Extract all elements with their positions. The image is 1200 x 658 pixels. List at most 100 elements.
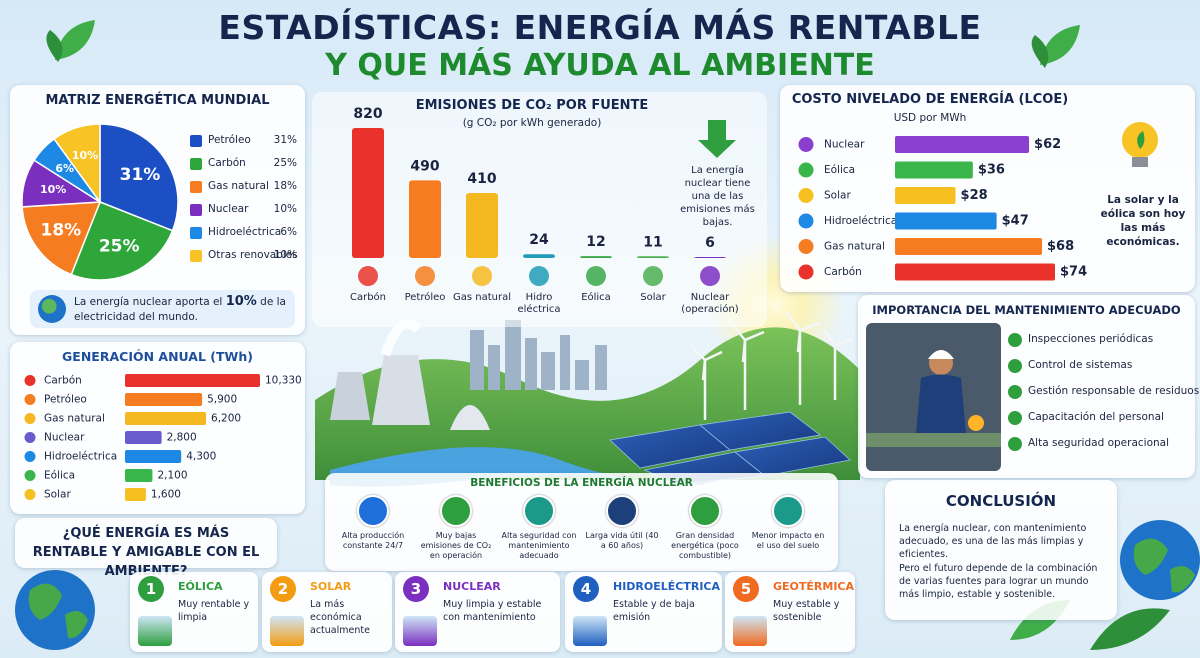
pie-slice <box>99 123 179 232</box>
legend-value: 10% <box>273 203 297 215</box>
emissions-subtitle: (g CO₂ por kWh generado) <box>462 117 602 129</box>
category-label: Hidro eléctrica <box>517 292 561 315</box>
benefit-icon <box>772 495 804 527</box>
category-icon <box>24 451 36 462</box>
category-label: Solar <box>824 190 851 202</box>
benefits-title: BENEFICIOS DE LA ENERGÍA NUCLEAR <box>470 477 693 489</box>
benefit-text: Menor impacto en el uso del suelo <box>751 531 825 550</box>
category-icon <box>24 413 36 424</box>
category-icon <box>24 394 36 405</box>
check-icon <box>1008 385 1022 399</box>
legend-value: 18% <box>273 180 297 192</box>
slice-label: 10% <box>40 183 66 196</box>
check-icon <box>1008 359 1022 373</box>
value-label: 4,300 <box>186 451 216 463</box>
nuclear-note: La energía nuclear aporta el 10% de la e… <box>30 290 295 328</box>
benefit-text: Gran densidad energética (poco combustib… <box>671 531 739 560</box>
benefit-text: Alta seguridad con mantenimiento adecuad… <box>501 531 577 560</box>
legend-value: 6% <box>280 226 297 238</box>
value-label: 6,200 <box>211 413 241 425</box>
rank-illustration <box>138 616 172 646</box>
category-label: Gas natural <box>824 241 885 253</box>
category-icon <box>472 266 492 286</box>
category-label: Nuclear (operación) <box>681 292 739 315</box>
slice-label: 18% <box>41 220 82 240</box>
category-icon <box>24 432 36 443</box>
category-icon <box>415 266 435 286</box>
category-label: Eólica <box>581 292 611 303</box>
category-label: Nuclear <box>44 432 85 444</box>
value-label: 1,600 <box>151 489 181 501</box>
bar <box>409 180 441 258</box>
category-label: Carbón <box>44 375 82 387</box>
legend-label: Petróleo <box>208 134 251 146</box>
rank-description: Muy estable y sostenible <box>773 599 840 623</box>
conclusion-paragraph: Pero el futuro depende de la combinación… <box>899 563 1098 600</box>
value-label: $62 <box>1034 137 1061 152</box>
benefit-text: Larga vida útil (40 a 60 años) <box>585 531 659 550</box>
category-label: Nuclear <box>824 139 865 151</box>
category-label: Gas natural <box>452 292 511 303</box>
bar <box>125 488 146 501</box>
rank-description: Muy rentable y limpia <box>178 599 250 623</box>
rank-illustration <box>403 616 437 646</box>
lcoe-annotation: La solar y la eólica son hoy las más eco… <box>1100 194 1186 248</box>
rank-name: HIDROELÉCTRICA <box>613 580 721 593</box>
emissions-chart: 820 490 410 24 12 11 6 <box>352 106 736 286</box>
rank-description: La más económica actualmente <box>310 599 370 636</box>
pie-title: MATRIZ ENERGÉTICA MUNDIAL <box>45 93 270 108</box>
legend-label: Otras renovables <box>208 249 298 261</box>
ranking-card: 3 NUCLEAR Muy limpia y estable con manteni… <box>395 572 560 652</box>
pie-panel: MATRIZ ENERGÉTICA MUNDIAL 31% 25% 18% 10% 6% 1… <box>10 85 305 335</box>
rank-name: SOLAR <box>310 580 352 593</box>
maintenance-panel: IMPORTANCIA DEL MANTENIMIENTO ADECUADO In… <box>858 295 1199 478</box>
category-icon <box>798 137 814 152</box>
value-label: $36 <box>978 163 1005 178</box>
legend-swatch <box>190 250 202 262</box>
bar <box>125 393 203 406</box>
category-icon <box>798 213 814 229</box>
benefit-icon <box>357 495 389 527</box>
rank-number: 5 <box>733 576 759 602</box>
pipe <box>866 433 1001 447</box>
value-label: 820 <box>353 106 382 122</box>
bar <box>466 193 498 258</box>
pie-chart: 31%25%18%10%6%10% <box>21 123 179 281</box>
bar <box>637 256 669 258</box>
value-label: 24 <box>529 232 549 248</box>
category-icon <box>798 162 814 178</box>
value-label: 410 <box>467 171 496 187</box>
note-highlight: 10% <box>225 294 257 309</box>
value-label: 490 <box>410 158 439 174</box>
category-label: Carbón <box>349 292 387 303</box>
emissions-annotation: La energía nuclear tiene una de las emis… <box>680 165 755 228</box>
legend-label: Nuclear <box>208 203 249 215</box>
value-label: $47 <box>1002 214 1029 229</box>
lcoe-panel: COSTO NIVELADO DE ENERGÍA (LCOE) USD por … <box>780 85 1195 292</box>
rank-name: GEOTÉRMICA <box>773 580 855 593</box>
emissions-panel: EMISIONES DE CO₂ POR FUENTE (g CO₂ por kW… <box>312 92 767 327</box>
bar <box>125 450 182 463</box>
slice-label: 10% <box>72 149 98 162</box>
bar <box>125 412 207 425</box>
value-label: $28 <box>961 188 988 203</box>
hbar-chart: Nuclear $62 Eólica $36 Solar $28 Hidroeléctric… <box>798 136 1087 281</box>
benefits-panel: BENEFICIOS DE LA ENERGÍA NUCLEAR Alta pro… <box>325 473 838 571</box>
bar <box>895 263 1055 281</box>
globe-icon <box>38 295 66 323</box>
bar <box>895 187 956 204</box>
emissions-title: EMISIONES DE CO₂ POR FUENTE <box>415 98 649 113</box>
value-label: $68 <box>1047 239 1074 254</box>
bar <box>895 161 973 179</box>
category-label: Gas natural <box>44 413 105 425</box>
category-icon <box>700 266 720 286</box>
legend-label: Gas natural <box>208 180 269 192</box>
category-icon <box>798 264 814 280</box>
note-after: de la electricidad del mundo. <box>74 296 286 323</box>
category-label: Carbón <box>824 266 862 278</box>
value-label: 12 <box>586 234 605 250</box>
value-label: 10,330 <box>265 375 302 387</box>
